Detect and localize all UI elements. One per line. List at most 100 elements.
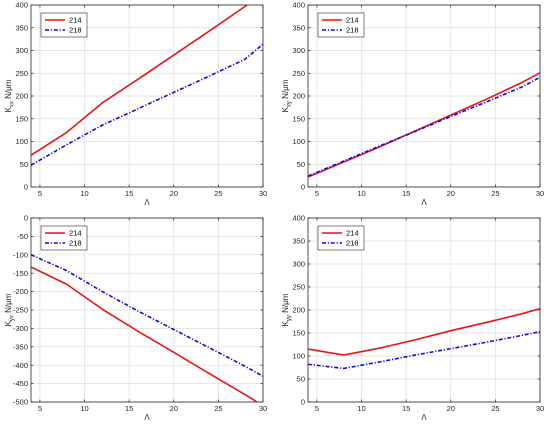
y-tick-label: -100: [13, 250, 28, 259]
chart-panel-3: 5 10 15 20 25 30-500-450-400-350-300-250-200-…: [4, 214, 267, 422]
x-tick-label: 5: [38, 189, 42, 198]
x-tick-label: 10: [357, 404, 365, 413]
x-axis-label: Λ: [144, 413, 150, 422]
series-line-214: [31, 5, 249, 156]
legend-box: [40, 225, 88, 251]
y-tick-label: 50: [297, 160, 305, 169]
y-tick-label: 100: [292, 352, 305, 361]
legend-label: 214: [69, 229, 82, 238]
series-line-214: [31, 266, 259, 402]
legend-label: 214: [346, 229, 359, 238]
series-line-214: [308, 72, 540, 178]
x-tick-label: 15: [402, 404, 410, 413]
y-tick-label: 300: [292, 260, 305, 269]
y-tick-label: 350: [292, 23, 305, 32]
y-tick-label: 150: [15, 114, 28, 123]
y-axis-label: Kyx N/μm: [4, 293, 16, 326]
chart-panel-1: 5 10 15 20 25 30050100150200250300350400ΛKxx …: [4, 1, 267, 207]
legend-label: 218: [346, 26, 359, 35]
y-tick-label: 400: [15, 1, 28, 10]
x-tick-label: 25: [214, 404, 222, 413]
legend-label: 218: [346, 239, 359, 248]
y-tick-label: -50: [17, 232, 28, 241]
x-tick-label: 10: [80, 189, 88, 198]
legend-box: [40, 12, 88, 38]
series-group: [31, 5, 263, 166]
y-tick-label: 150: [292, 114, 305, 123]
x-tick-label: 30: [536, 404, 544, 413]
y-tick-label: 200: [292, 92, 305, 101]
y-tick-label: 0: [301, 183, 305, 192]
y-tick-label: -500: [13, 398, 28, 407]
x-tick-label: 20: [170, 404, 178, 413]
y-tick-label: -400: [13, 361, 28, 370]
y-tick-label: 200: [292, 306, 305, 315]
y-axis-label: Kxx N/μm: [4, 79, 16, 112]
x-tick-label: 25: [491, 404, 499, 413]
legend-box: [317, 12, 365, 38]
x-axis-label: Λ: [421, 413, 427, 422]
y-tick-label: -250: [13, 306, 28, 315]
series-line-214: [308, 307, 540, 356]
x-tick-label: 5: [38, 404, 42, 413]
x-tick-label: 20: [447, 189, 455, 198]
y-tick-label: 400: [292, 1, 305, 10]
legend-box: [317, 225, 365, 251]
y-tick-label: -350: [13, 342, 28, 351]
series-line-218: [31, 43, 263, 166]
y-tick-label: 0: [24, 214, 28, 223]
x-tick-label: 20: [170, 189, 178, 198]
x-tick-label: 5: [315, 404, 319, 413]
x-tick-label: 30: [536, 189, 544, 198]
y-tick-label: 400: [292, 214, 305, 223]
legend-label: 214: [69, 16, 82, 25]
y-tick-label: -200: [13, 287, 28, 296]
y-tick-label: 100: [15, 137, 28, 146]
series-group: [308, 72, 540, 178]
series-line-218: [308, 76, 540, 177]
y-tick-label: 300: [292, 46, 305, 55]
legend-label: 218: [69, 239, 82, 248]
x-tick-label: 5: [315, 189, 319, 198]
y-tick-label: 150: [292, 329, 305, 338]
x-tick-label: 20: [447, 404, 455, 413]
x-axis-label: Λ: [144, 198, 150, 207]
series-group: [31, 254, 263, 402]
chart-panel-4: 5 10 15 20 25 30050100150200250300350400ΛKyy …: [281, 214, 544, 422]
y-tick-label: 50: [297, 375, 305, 384]
y-tick-label: -300: [13, 324, 28, 333]
y-tick-label: 250: [292, 69, 305, 78]
y-tick-label: -450: [13, 379, 28, 388]
legend-label: 214: [346, 16, 359, 25]
chart-panel-2: 5 10 15 20 25 30050100150200250300350400ΛKxy …: [281, 1, 544, 207]
y-axis-label: Kxy N/μm: [281, 79, 293, 112]
series-group: [308, 307, 540, 370]
y-tick-label: -150: [13, 269, 28, 278]
x-axis-label: Λ: [421, 198, 427, 207]
series-line-218: [31, 254, 263, 377]
y-tick-label: 250: [292, 283, 305, 292]
y-tick-label: 0: [301, 398, 305, 407]
x-tick-label: 10: [357, 189, 365, 198]
x-tick-label: 15: [125, 189, 133, 198]
y-tick-label: 200: [15, 92, 28, 101]
y-tick-label: 0: [24, 183, 28, 192]
y-tick-label: 250: [15, 69, 28, 78]
x-tick-label: 25: [214, 189, 222, 198]
y-tick-label: 300: [15, 46, 28, 55]
x-tick-label: 25: [491, 189, 499, 198]
y-tick-label: 50: [20, 160, 28, 169]
series-line-218: [308, 330, 540, 370]
x-tick-label: 30: [259, 189, 267, 198]
y-axis-label: Kyy N/μm: [281, 293, 293, 326]
y-tick-label: 350: [292, 237, 305, 246]
legend-label: 218: [69, 26, 82, 35]
x-tick-label: 30: [259, 404, 267, 413]
x-tick-label: 15: [125, 404, 133, 413]
y-tick-label: 350: [15, 23, 28, 32]
